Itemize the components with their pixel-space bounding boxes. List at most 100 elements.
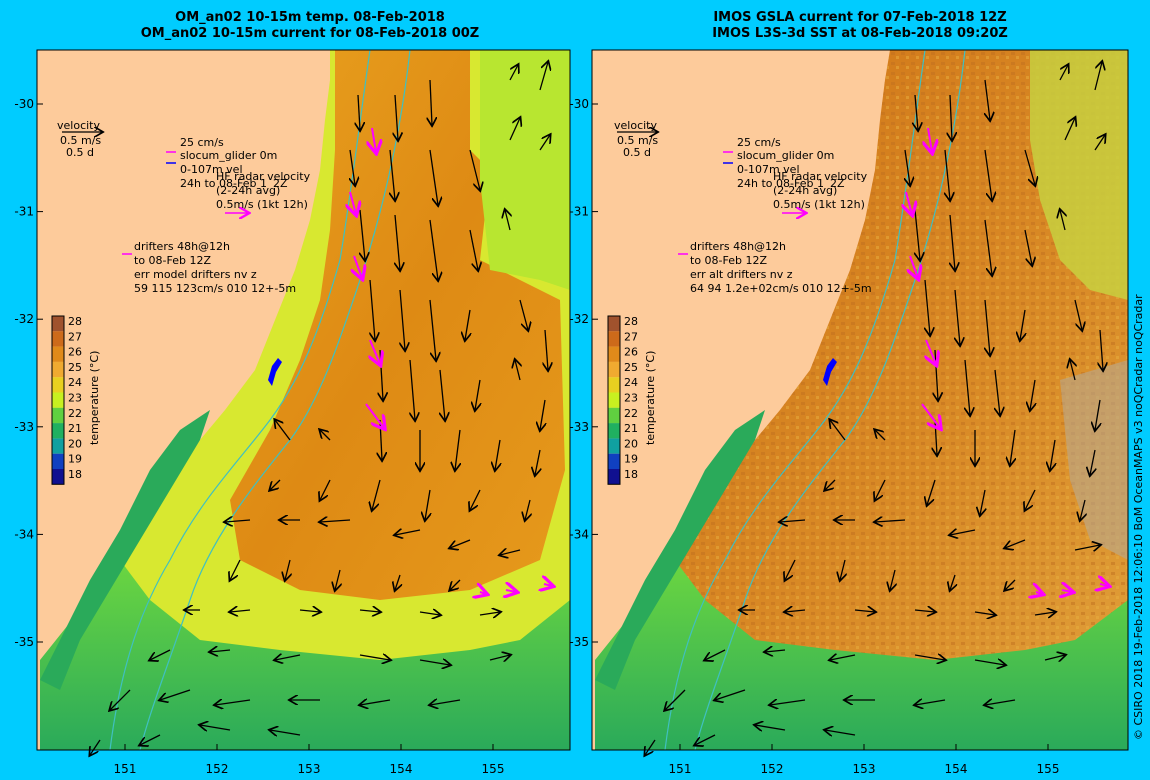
left-lon-tick: 154: [390, 762, 413, 776]
right-colorbar-tick: 25: [624, 361, 638, 374]
left-velocity-scale: 0.5 m/s: [60, 134, 101, 147]
right-south-cool: [595, 560, 1128, 750]
left-drifters-line4: 59 115 123cm/s 010 12+-5m: [134, 282, 296, 295]
left-title-line1: OM_an02 10-15m temp. 08-Feb-2018: [175, 10, 445, 25]
left-colorbar-swatch: [52, 453, 64, 469]
right-glider-track: [823, 358, 837, 386]
left-colorbar-swatch: [52, 361, 64, 378]
left-colorbar-label: temperature (°C): [88, 351, 101, 445]
left-map: velocity 0.5 m/s 0.5 d 25 cm/s slocum_gl…: [36, 49, 571, 755]
right-colorbar-swatch: [608, 469, 620, 485]
right-title-line2: IMOS L3S-3d SST at 08-Feb-2018 09:20Z: [712, 26, 1008, 41]
left-colorbar-tick: 26: [68, 346, 82, 359]
right-isobath-deep: [694, 49, 966, 751]
left-velocity-label: velocity: [57, 119, 100, 132]
right-hfradar-period: 2Z: [830, 177, 845, 190]
left-title-line2: OM_an02 10-15m current for 08-Feb-2018 0…: [140, 26, 480, 41]
right-colorbar-tick: 24: [624, 376, 638, 389]
right-colorbar-swatch: [608, 361, 620, 378]
left-colorbar-tick: 25: [68, 361, 82, 374]
right-colorbar-tick: 26: [624, 346, 638, 359]
left-colorbar-tick: 23: [68, 392, 82, 405]
right-coastal-strip: [595, 410, 765, 690]
left-panel-title: OM_an02 10-15m temp. 08-Feb-2018 OM_an02…: [70, 10, 550, 42]
left-glider-name: slocum_glider 0m: [180, 149, 277, 162]
right-drifters-line1: drifters 48h@12h: [690, 240, 786, 253]
right-colorbar-swatch: [608, 392, 620, 408]
left-colorbar-frame: [51, 315, 65, 485]
left-cool-east: [480, 50, 570, 290]
right-colorbar-tick: 21: [624, 422, 638, 435]
left-colorbar-tick: 27: [68, 330, 82, 343]
right-drifters-line2: to 08-Feb 12Z: [690, 254, 767, 267]
right-title-line1: IMOS GSLA current for 07-Feb-2018 12Z: [713, 10, 1007, 25]
right-lat-tick: -33: [569, 420, 589, 434]
right-lon-tick: 152: [761, 762, 784, 776]
left-lat-tick: -30: [14, 97, 34, 111]
right-hfradar-scale: 0.5m/s (1kt 12h): [773, 198, 865, 211]
left-lat-tick: -34: [14, 527, 34, 541]
left-hfradar-label: HF radar velocity: [216, 170, 311, 183]
right-colorbar-tick: 20: [624, 437, 638, 450]
right-panel-title: IMOS GSLA current for 07-Feb-2018 12Z IM…: [620, 10, 1100, 42]
left-colorbar-swatch: [52, 377, 64, 393]
right-velocity-label: velocity: [614, 119, 657, 132]
left-velocity-time: 0.5 d: [66, 146, 94, 159]
right-colorbar-swatch: [608, 346, 620, 362]
right-drifter-tracks: [906, 127, 1108, 594]
right-lon-tick: 153: [853, 762, 876, 776]
right-colorbar-swatch: [608, 453, 620, 469]
right-glider-scale: 25 cm/s: [737, 136, 781, 149]
right-colorbar-swatch: [608, 423, 620, 439]
right-lon-tick: 151: [669, 762, 692, 776]
right-colorbar-swatch: [608, 377, 620, 393]
right-colorbar: 28 27 26 25 24 23 22 21 20 19 18 temperature (°C): [607, 315, 657, 485]
right-colorbar-tick: 22: [624, 407, 638, 420]
left-drifter-tracks: [350, 127, 552, 594]
left-glider-scale: 25 cm/s: [180, 136, 224, 149]
right-lon-tick: 154: [945, 762, 968, 776]
left-hfradar-avg: (2-24h avg): [216, 184, 280, 197]
left-hfradar-period: 2Z: [273, 177, 288, 190]
left-colorbar-swatch: [52, 438, 64, 454]
right-map: velocity 0.5 m/s 0.5 d 25 cm/s slocum_gl…: [591, 49, 1129, 755]
right-glider-depth: 0-107m vel: [737, 163, 800, 176]
right-drifters-line4: 64 94 1.2e+02cm/s 010 12+-5m: [690, 282, 872, 295]
right-lon-tick: 155: [1037, 762, 1060, 776]
right-colorbar-tick: 19: [624, 453, 638, 466]
left-lon-tick: 153: [298, 762, 321, 776]
left-lon-tick: 152: [206, 762, 229, 776]
left-axes: 151 152 153 154 155 -30 -31 -32 -33 -34 -35: [14, 97, 504, 776]
right-lat-tick: -35: [569, 635, 589, 649]
right-cool-east: [1030, 50, 1128, 300]
left-colorbar-swatch: [52, 346, 64, 362]
right-map-frame: [591, 49, 1129, 751]
right-isobath-shelf: [664, 49, 926, 751]
left-drifters-line2: to 08-Feb 12Z: [134, 254, 211, 267]
left-glider-period: 24h to 08-Feb 1: [180, 177, 267, 190]
left-colorbar-tick: 21: [68, 422, 82, 435]
right-glider-period: 24h to 08-Feb 1: [737, 177, 824, 190]
left-glider-track: [268, 358, 282, 386]
left-colorbar-swatch: [52, 469, 64, 485]
right-colorbar-label: temperature (°C): [644, 351, 657, 445]
right-lat-tick: -30: [569, 97, 589, 111]
right-colorbar-frame: [607, 315, 621, 485]
left-lat-tick: -33: [14, 420, 34, 434]
right-velocity-scale: 0.5 m/s: [617, 134, 658, 147]
right-velocity-field: [645, 62, 1105, 755]
right-colorbar-tick: 28: [624, 315, 638, 328]
right-cloud-patches: [1060, 360, 1128, 560]
left-lat-tick: -35: [14, 635, 34, 649]
right-lat-tick: -32: [569, 312, 589, 326]
left-colorbar-tick: 22: [68, 407, 82, 420]
right-colorbar-swatch: [608, 438, 620, 454]
right-colorbar-tick: 27: [624, 330, 638, 343]
left-lat-tick: -31: [14, 205, 34, 219]
credit-text: © CSIRO 2018 19-Feb-2018 12:06:10 BoM Oc…: [1132, 294, 1145, 740]
left-colorbar-swatch: [52, 316, 64, 332]
left-colorbar-tick: 24: [68, 376, 82, 389]
left-isobath-deep: [139, 49, 411, 751]
right-hfradar-avg: (2-24h avg): [773, 184, 837, 197]
right-glider-name: slocum_glider 0m: [737, 149, 834, 162]
